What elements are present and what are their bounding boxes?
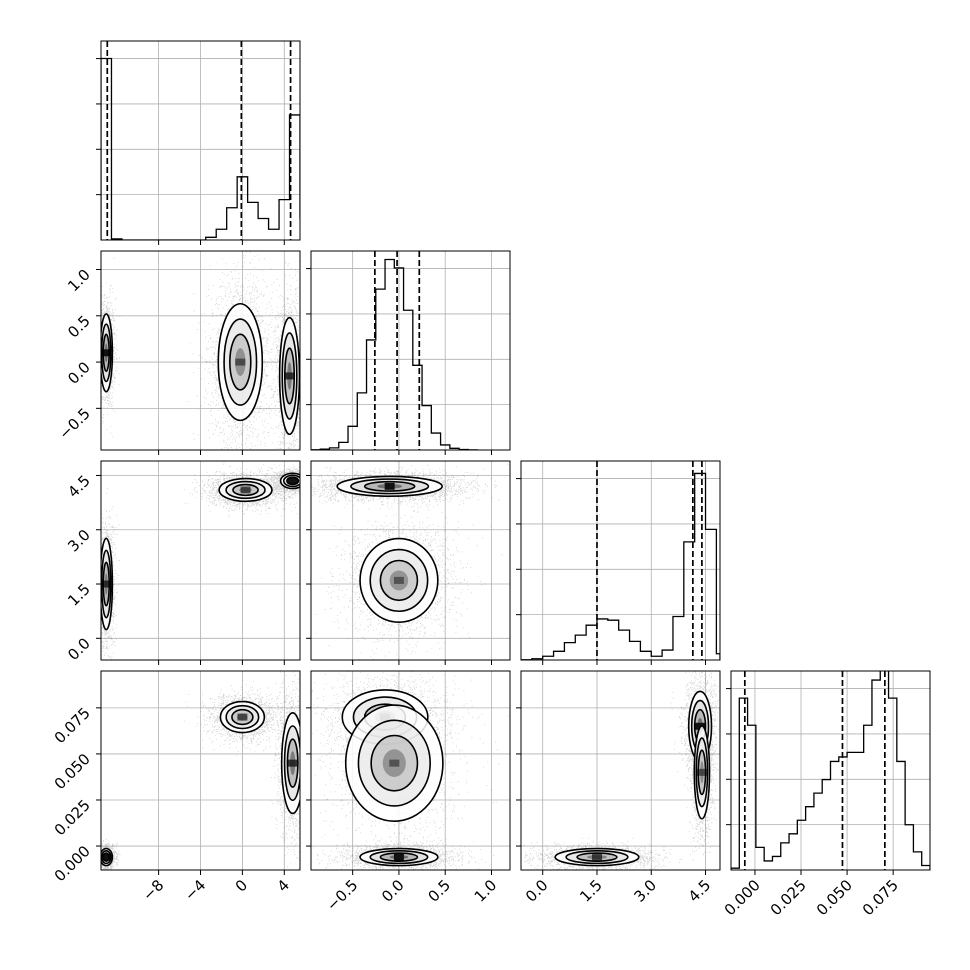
contour-line	[219, 700, 266, 734]
axes-frame	[310, 670, 511, 871]
axes-frame	[520, 460, 721, 661]
contour-line	[286, 738, 299, 788]
contour-line	[379, 559, 419, 602]
density-peak	[287, 477, 298, 485]
histogram-step	[521, 472, 720, 660]
contour-line	[101, 549, 112, 619]
density-peak	[237, 713, 248, 721]
contour-line	[281, 332, 298, 420]
panel-content	[521, 671, 720, 870]
scatter-panel-p1-p2	[306, 460, 511, 665]
contour-line	[693, 725, 711, 820]
contour-line	[369, 850, 429, 865]
histogram-panel-p2	[516, 460, 721, 665]
contour-line	[232, 483, 259, 497]
contour-line	[350, 478, 430, 495]
contour-line	[357, 719, 431, 807]
density-peak	[389, 759, 400, 767]
contour-line	[101, 323, 112, 383]
contour-line	[369, 548, 429, 613]
contour-line	[282, 474, 300, 488]
contour-line	[101, 847, 114, 867]
scatter-points	[311, 463, 509, 660]
density-peak	[696, 768, 707, 776]
contour-line	[283, 725, 300, 802]
contour-line	[223, 318, 258, 406]
density-peak	[101, 580, 112, 588]
contour-line	[102, 333, 110, 373]
scatter-panel-p0-p1: −0.50.00.51.0	[55, 250, 301, 455]
contour-line	[278, 316, 300, 436]
contour-line	[231, 708, 254, 726]
contour-line	[379, 852, 419, 862]
contour-line	[284, 347, 296, 405]
panel-content	[101, 671, 300, 870]
histogram-panel-p1	[306, 250, 511, 455]
contour-line	[225, 704, 260, 730]
contour-line	[280, 712, 300, 815]
contour-line	[279, 472, 300, 490]
contour-line	[565, 850, 629, 865]
contour-line	[101, 313, 114, 393]
density-peak	[284, 372, 295, 380]
density-peak	[287, 759, 298, 767]
contour-line	[102, 561, 110, 607]
contour-line	[363, 480, 416, 492]
contour-line	[225, 480, 266, 500]
contour-line	[576, 852, 618, 862]
panel-content	[101, 462, 300, 660]
density-peak	[393, 853, 404, 861]
panel-content	[311, 463, 509, 660]
axes-frame	[520, 670, 721, 871]
contour-line	[101, 850, 112, 865]
axes-frame	[730, 670, 931, 871]
density-peak	[393, 576, 404, 584]
histogram-step	[311, 258, 479, 450]
density-peak	[591, 853, 602, 861]
contour-line	[217, 302, 264, 422]
contour-line	[101, 537, 114, 631]
contour-line	[344, 704, 444, 822]
density-peak	[384, 482, 395, 490]
histogram-panel-p0	[96, 40, 301, 245]
contour-line	[359, 537, 439, 623]
contour-line	[229, 333, 252, 391]
axes-frame	[310, 460, 511, 661]
axes-frame	[310, 250, 511, 451]
panel-content	[101, 251, 300, 450]
contour-line	[218, 477, 273, 503]
contour-line	[102, 852, 110, 862]
contour-line	[697, 749, 707, 796]
density-peak	[235, 358, 246, 366]
panel-content	[311, 671, 509, 870]
contour-line	[554, 847, 640, 867]
density-peak	[101, 853, 112, 861]
density-peak	[240, 486, 251, 494]
histogram-step	[101, 57, 300, 240]
contour-line	[370, 734, 419, 792]
contour-line	[286, 476, 300, 486]
contour-line	[336, 475, 443, 498]
contour-line	[695, 737, 709, 808]
density-peak	[101, 349, 112, 357]
histogram-step	[731, 671, 930, 870]
contour-line	[359, 847, 439, 867]
